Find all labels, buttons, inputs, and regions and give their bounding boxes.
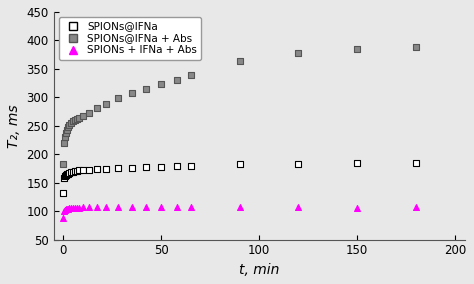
Point <box>85 167 92 172</box>
Point <box>64 125 72 129</box>
X-axis label: t, min: t, min <box>239 263 279 277</box>
Point <box>85 205 92 210</box>
Point <box>85 110 92 115</box>
Point <box>69 206 77 210</box>
Point <box>412 45 419 49</box>
Point <box>75 206 83 210</box>
Point <box>187 73 194 78</box>
Point <box>60 216 67 220</box>
Point <box>142 205 149 210</box>
Point <box>294 205 302 210</box>
Point <box>73 206 81 210</box>
Point <box>65 123 73 128</box>
Point <box>412 205 419 210</box>
Point <box>157 164 165 169</box>
Point <box>69 119 77 124</box>
Point <box>93 167 100 171</box>
Point <box>79 205 87 210</box>
Point <box>187 205 194 210</box>
Point <box>61 141 68 145</box>
Point <box>114 205 122 210</box>
Point <box>75 116 83 120</box>
Point <box>64 207 72 211</box>
Point <box>142 87 149 91</box>
Point <box>173 205 181 210</box>
Point <box>61 176 68 180</box>
Point <box>67 121 75 125</box>
Point <box>157 82 165 86</box>
Point <box>75 168 83 172</box>
Point <box>65 206 73 211</box>
Point <box>103 101 110 106</box>
Point <box>64 172 71 176</box>
Point <box>63 131 70 135</box>
Point <box>62 174 69 178</box>
Point <box>93 106 100 110</box>
Point <box>114 96 122 101</box>
Point <box>128 166 136 170</box>
Point <box>60 191 67 195</box>
Point <box>64 128 71 132</box>
Y-axis label: T₂, ms: T₂, ms <box>7 104 21 148</box>
Point <box>61 209 68 214</box>
Point <box>72 169 79 174</box>
Point <box>62 135 69 139</box>
Point <box>142 165 149 170</box>
Point <box>236 162 243 167</box>
Point <box>64 171 72 176</box>
Point <box>62 208 69 212</box>
Point <box>128 205 136 210</box>
Point <box>79 114 87 118</box>
Point <box>73 168 81 173</box>
Point <box>103 205 110 210</box>
Point <box>93 205 100 210</box>
Point <box>63 172 70 177</box>
Point <box>236 205 243 210</box>
Point <box>353 206 361 211</box>
Point <box>67 206 75 211</box>
Point <box>173 78 181 82</box>
Point <box>60 162 67 166</box>
Point <box>65 171 73 175</box>
Point <box>187 163 194 168</box>
Point <box>67 170 75 175</box>
Point <box>63 207 70 212</box>
Point <box>128 91 136 96</box>
Legend: SPIONs@IFNa, SPIONs@IFNa + Abs, SPIONs + IFNa + Abs: SPIONs@IFNa, SPIONs@IFNa + Abs, SPIONs +… <box>59 17 201 60</box>
Point <box>173 164 181 168</box>
Point <box>69 170 77 174</box>
Point <box>353 160 361 165</box>
Point <box>114 166 122 171</box>
Point <box>103 167 110 171</box>
Point <box>72 118 79 122</box>
Point <box>412 160 419 165</box>
Point <box>294 51 302 55</box>
Point <box>353 47 361 51</box>
Point <box>64 207 71 211</box>
Point <box>79 168 87 172</box>
Point <box>157 205 165 210</box>
Point <box>73 117 81 121</box>
Point <box>236 59 243 63</box>
Point <box>294 162 302 166</box>
Point <box>72 206 79 210</box>
